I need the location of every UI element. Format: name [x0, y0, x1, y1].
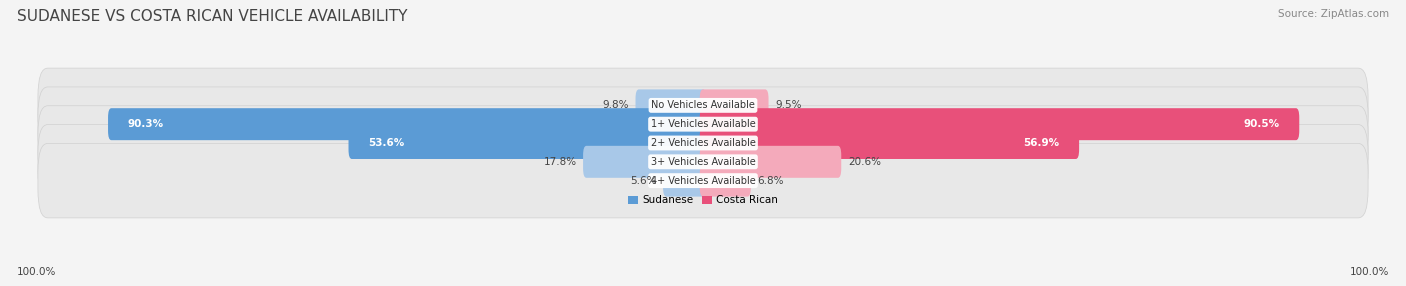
FancyBboxPatch shape: [38, 87, 1368, 161]
FancyBboxPatch shape: [108, 108, 706, 140]
Text: 1+ Vehicles Available: 1+ Vehicles Available: [651, 119, 755, 129]
Text: 17.8%: 17.8%: [543, 157, 576, 167]
FancyBboxPatch shape: [664, 165, 706, 196]
Legend: Sudanese, Costa Rican: Sudanese, Costa Rican: [624, 191, 782, 210]
FancyBboxPatch shape: [700, 90, 769, 121]
FancyBboxPatch shape: [38, 106, 1368, 180]
FancyBboxPatch shape: [583, 146, 706, 178]
FancyBboxPatch shape: [349, 127, 706, 159]
Text: 53.6%: 53.6%: [368, 138, 405, 148]
Text: 5.6%: 5.6%: [630, 176, 657, 186]
FancyBboxPatch shape: [700, 165, 751, 196]
FancyBboxPatch shape: [700, 127, 1080, 159]
Text: 4+ Vehicles Available: 4+ Vehicles Available: [651, 176, 755, 186]
FancyBboxPatch shape: [700, 108, 1299, 140]
Text: 100.0%: 100.0%: [17, 267, 56, 277]
Text: 20.6%: 20.6%: [848, 157, 880, 167]
Text: SUDANESE VS COSTA RICAN VEHICLE AVAILABILITY: SUDANESE VS COSTA RICAN VEHICLE AVAILABI…: [17, 9, 408, 23]
Text: 9.5%: 9.5%: [775, 100, 801, 110]
FancyBboxPatch shape: [38, 125, 1368, 199]
Text: 90.5%: 90.5%: [1243, 119, 1279, 129]
Text: 56.9%: 56.9%: [1024, 138, 1060, 148]
Text: No Vehicles Available: No Vehicles Available: [651, 100, 755, 110]
FancyBboxPatch shape: [636, 90, 706, 121]
Text: 2+ Vehicles Available: 2+ Vehicles Available: [651, 138, 755, 148]
Text: 3+ Vehicles Available: 3+ Vehicles Available: [651, 157, 755, 167]
Text: 100.0%: 100.0%: [1350, 267, 1389, 277]
Text: 9.8%: 9.8%: [602, 100, 628, 110]
FancyBboxPatch shape: [38, 68, 1368, 143]
Text: 90.3%: 90.3%: [128, 119, 165, 129]
FancyBboxPatch shape: [700, 146, 841, 178]
Text: 6.8%: 6.8%: [758, 176, 785, 186]
FancyBboxPatch shape: [38, 143, 1368, 218]
Text: Source: ZipAtlas.com: Source: ZipAtlas.com: [1278, 9, 1389, 19]
